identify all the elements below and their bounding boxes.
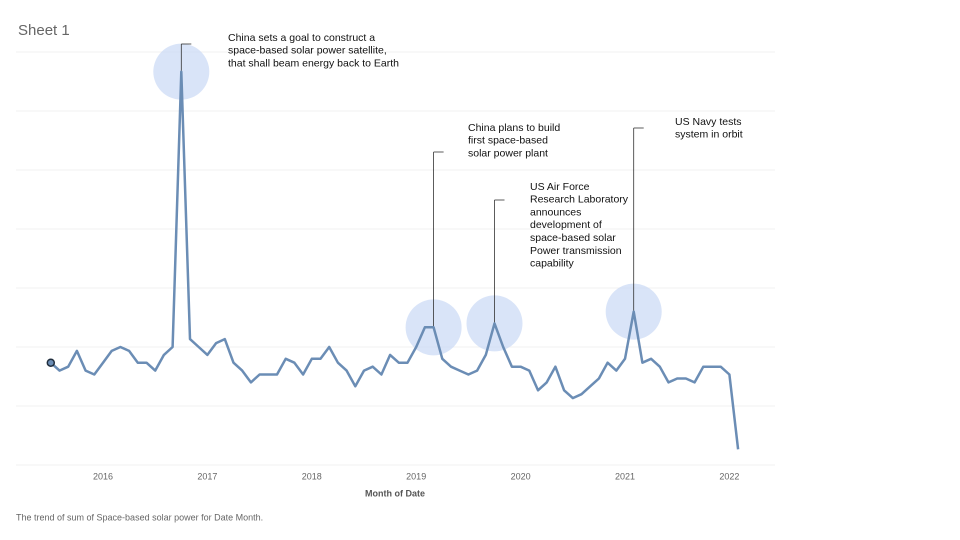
x-tick-label: 2021 xyxy=(615,471,635,481)
annotation-text: solar power plant xyxy=(468,147,548,159)
x-tick-label: 2019 xyxy=(406,471,426,481)
caption: The trend of sum of Space-based solar po… xyxy=(16,512,263,522)
start-point xyxy=(46,358,56,367)
annotation-text: space-based solar power satellite, xyxy=(228,45,387,57)
x-tick-label: 2018 xyxy=(302,471,322,481)
annotation-text: that shall beam energy back to Earth xyxy=(228,57,399,69)
x-tick-label: 2016 xyxy=(93,471,113,481)
annotation-text: announces xyxy=(530,206,581,218)
annotation-text: Power transmission xyxy=(530,245,622,257)
annotation-text: China plans to build xyxy=(468,122,560,134)
annotation-text: space-based solar xyxy=(530,232,616,244)
x-axis-label: Month of Date xyxy=(365,488,425,498)
x-tick-label: 2017 xyxy=(197,471,217,481)
series-line xyxy=(49,70,740,450)
annotation-text: system in orbit xyxy=(675,129,743,141)
annotation-text: China sets a goal to construct a xyxy=(228,32,375,44)
annotation-text: US Navy tests xyxy=(675,116,742,128)
annotation-text: first space-based xyxy=(468,135,548,147)
x-tick-label: 2022 xyxy=(719,471,739,481)
x-tick-label: 2020 xyxy=(511,471,531,481)
annotation-text: US Air Force xyxy=(530,181,590,193)
annotation-text: capability xyxy=(530,258,575,270)
annotation-text: development of xyxy=(530,219,602,231)
annotation-text: Research Laboratory xyxy=(530,194,629,206)
chart-title: Sheet 1 xyxy=(18,22,70,39)
